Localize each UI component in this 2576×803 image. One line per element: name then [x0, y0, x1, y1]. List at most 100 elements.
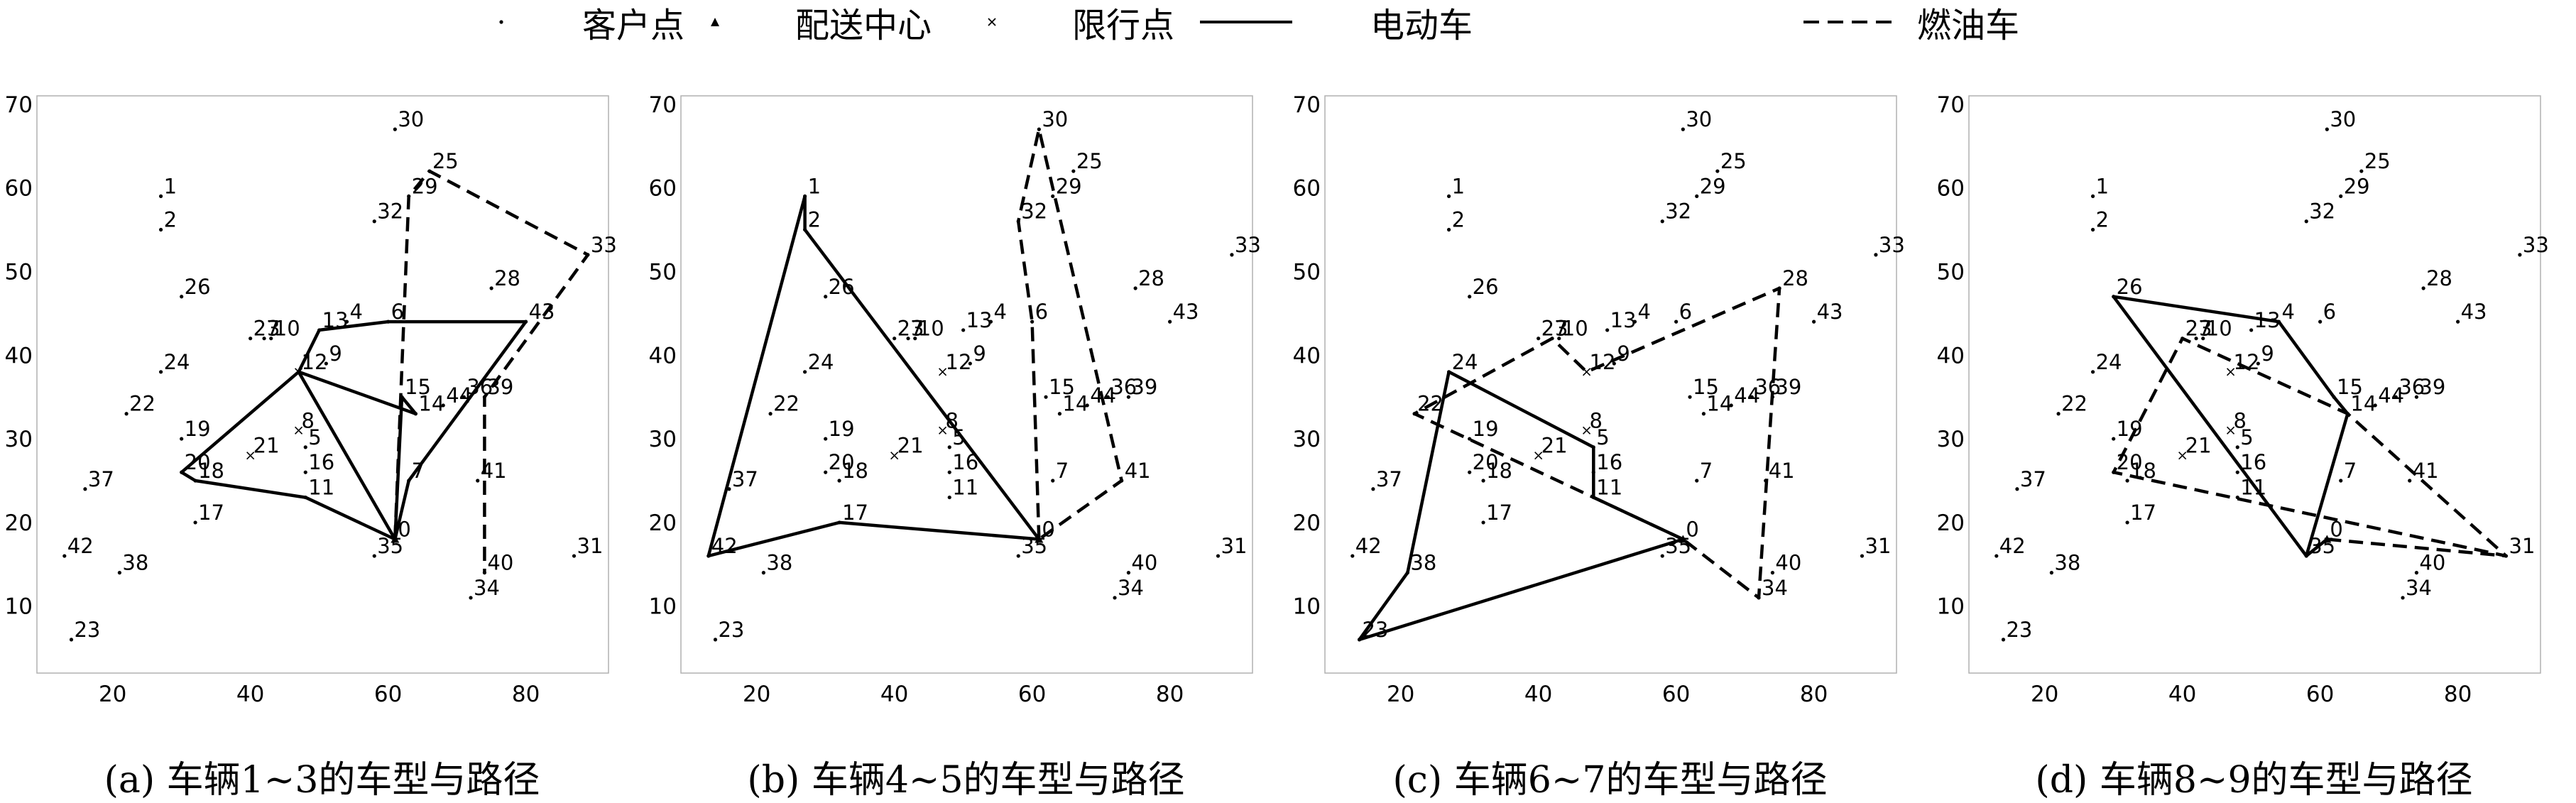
y-tick-label-c-60: 60	[1293, 176, 1321, 202]
point-label-a-10: 10	[274, 317, 300, 341]
legend-label-electric: 电动车	[1370, 6, 1473, 45]
point-label-d-23: 23	[2006, 618, 2032, 642]
point-label-b-22: 22	[773, 392, 799, 416]
point-label-a-35: 35	[377, 534, 403, 558]
customer-marker-c-14	[1701, 412, 1706, 416]
restricted-cross-icon	[988, 18, 996, 26]
customer-marker-b-31	[1216, 554, 1221, 558]
customer-marker-c-26	[1468, 295, 1472, 299]
customer-marker-b-41	[1120, 479, 1124, 483]
point-label-a-28: 28	[494, 266, 520, 290]
point-label-a-37: 37	[88, 467, 114, 491]
point-label-d-39: 39	[2419, 375, 2445, 399]
point-label-b-29: 29	[1056, 174, 1082, 198]
customer-marker-c-27	[1537, 337, 1541, 341]
point-label-b-44: 44	[1090, 383, 1116, 408]
point-label-d-33: 33	[2523, 233, 2549, 257]
point-label-c-3: 3	[1555, 317, 1568, 341]
y-tick-label-b-20: 20	[649, 510, 677, 536]
customer-marker-a-13	[317, 328, 322, 332]
chart-panel-a: 20 40 60 80 10 20 30 40 50 60 70 0 1 2 3 4 5 6 7 8 9 10 11 12 13…	[0, 70, 644, 802]
customer-marker-d-41	[2408, 479, 2412, 483]
point-label-b-9: 9	[973, 342, 986, 366]
customer-marker-d-18	[2125, 479, 2129, 483]
y-tick-label-d-60: 60	[1937, 176, 1965, 202]
customer-marker-d-22	[2056, 412, 2061, 416]
x-tick-label-c-80: 80	[1800, 682, 1828, 707]
point-label-a-39: 39	[487, 375, 513, 399]
customer-marker-a-30	[393, 127, 397, 131]
customer-marker-a-28	[489, 286, 493, 290]
point-label-c-22: 22	[1417, 392, 1443, 416]
point-label-b-8: 8	[946, 408, 959, 432]
point-label-a-26: 26	[185, 275, 211, 299]
point-label-d-29: 29	[2344, 174, 2370, 198]
point-label-b-34: 34	[1118, 576, 1144, 600]
customer-marker-a-16	[303, 470, 307, 474]
point-label-a-38: 38	[122, 551, 148, 575]
customer-marker-d-33	[2518, 253, 2522, 257]
customer-marker-d-15	[2332, 395, 2336, 399]
customer-marker-c-13	[1605, 328, 1610, 332]
y-tick-label-c-20: 20	[1293, 510, 1321, 536]
legend-item-customer: 客户点	[497, 0, 684, 45]
customer-marker-c-43	[1812, 319, 1816, 324]
x-tick-label-c-60: 60	[1662, 682, 1690, 707]
customer-marker-b-17	[837, 520, 841, 525]
point-label-a-7: 7	[412, 459, 425, 483]
customer-marker-d-24	[2090, 370, 2095, 374]
electric-route-b-0	[706, 195, 1041, 558]
point-label-a-42: 42	[67, 534, 94, 558]
customer-marker-c-38	[1405, 571, 1409, 575]
customer-marker-a-34	[469, 596, 473, 600]
point-label-d-1: 1	[2096, 174, 2109, 198]
point-label-d-26: 26	[2117, 275, 2143, 299]
point-label-c-18: 18	[1486, 459, 1512, 483]
x-tick-label-a-40: 40	[236, 682, 264, 707]
customer-point-icon	[499, 20, 503, 24]
point-label-d-14: 14	[2350, 392, 2376, 416]
customer-marker-b-30	[1037, 127, 1041, 131]
y-tick-label-b-70: 70	[649, 92, 677, 118]
point-label-a-19: 19	[185, 417, 211, 441]
point-label-b-39: 39	[1131, 375, 1157, 399]
customer-marker-c-11	[1591, 495, 1595, 500]
point-label-b-13: 13	[966, 308, 993, 332]
y-tick-label-c-70: 70	[1293, 92, 1321, 118]
point-label-d-34: 34	[2406, 576, 2432, 600]
customer-marker-a-41	[476, 479, 480, 483]
customer-marker-d-16	[2235, 470, 2239, 474]
legend-label-depot: 配送中心	[795, 6, 932, 45]
point-label-c-12: 12	[1590, 350, 1616, 374]
point-label-b-37: 37	[732, 467, 758, 491]
point-label-c-16: 16	[1596, 450, 1622, 474]
point-label-a-3: 3	[267, 317, 280, 341]
customer-marker-a-39	[482, 395, 487, 399]
customer-marker-d-26	[2112, 295, 2116, 299]
point-label-b-36: 36	[1110, 375, 1137, 399]
point-label-d-8: 8	[2234, 408, 2247, 432]
point-label-d-43: 43	[2461, 300, 2487, 324]
panel-caption-c: (c) 车辆6~7的车型与路径	[1392, 759, 1828, 802]
y-tick-label-a-60: 60	[5, 176, 33, 202]
point-label-d-3: 3	[2199, 317, 2212, 341]
customer-marker-c-16	[1591, 470, 1595, 474]
customer-marker-b-13	[961, 328, 966, 332]
panel-caption-b: (b) 车辆4~5的车型与路径	[747, 759, 1185, 802]
customer-marker-b-29	[1051, 194, 1055, 198]
x-tick-label-c-40: 40	[1524, 682, 1552, 707]
y-tick-label-b-30: 30	[649, 427, 677, 452]
customer-marker-b-37	[727, 487, 731, 491]
point-label-b-26: 26	[829, 275, 855, 299]
customer-marker-c-31	[1860, 554, 1865, 558]
customer-marker-c-19	[1468, 437, 1472, 441]
customer-marker-a-14	[413, 412, 418, 416]
customer-marker-c-32	[1660, 219, 1664, 224]
customer-marker-b-20	[824, 470, 828, 474]
point-label-d-15: 15	[2337, 375, 2363, 399]
point-label-a-34: 34	[474, 576, 500, 600]
point-label-b-3: 3	[911, 317, 924, 341]
fuel-route-b-1	[1016, 127, 1123, 541]
legend-item-depot: 配送中心	[710, 0, 932, 45]
customer-marker-c-35	[1660, 554, 1664, 558]
